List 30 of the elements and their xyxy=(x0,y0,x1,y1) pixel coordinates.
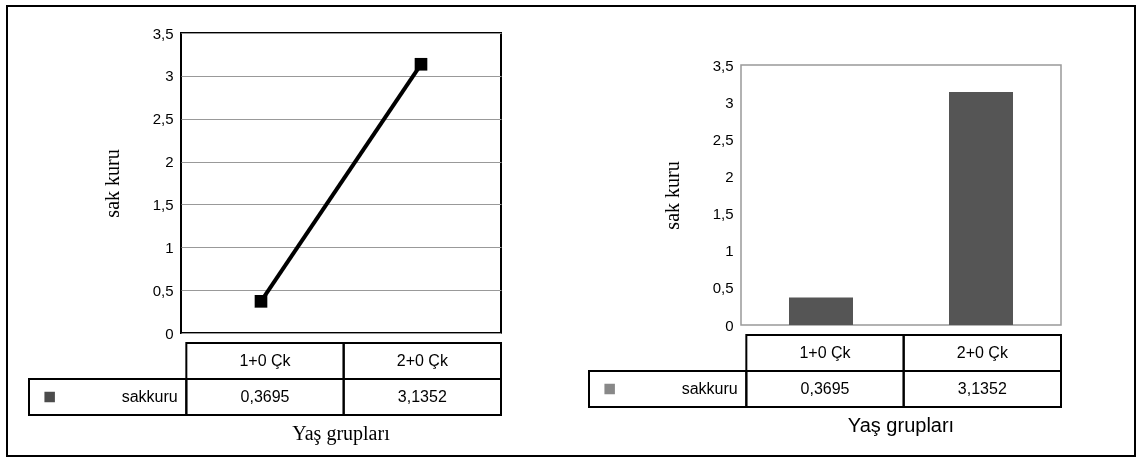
y-tick-label: 1 xyxy=(165,238,174,256)
text: sakkuru xyxy=(681,380,738,397)
y-tick-label: 2 xyxy=(165,153,174,171)
data-label: 0,3695 xyxy=(240,388,290,405)
x-tick-label: 1+0 Çk xyxy=(239,352,292,369)
y-tick-label: 0 xyxy=(165,324,174,342)
y-axis-title: sak kuru xyxy=(100,149,123,218)
x-tick-label: 1+0 Çk xyxy=(799,344,852,361)
y-tick-label: 1,5 xyxy=(152,195,174,213)
y-tick-label: 1 xyxy=(725,242,734,260)
y-tick-label: 3 xyxy=(725,93,734,111)
y-tick-label: 2 xyxy=(725,167,734,185)
x-tick-label: 2+0 Çk xyxy=(396,352,449,369)
y-tick-label: 3,5 xyxy=(712,56,734,74)
y-tick-label: 3 xyxy=(165,67,174,85)
y-tick-label: 2,5 xyxy=(712,130,734,148)
data-label: 0,3695 xyxy=(800,380,850,397)
x-tick-label: 2+0 Çk xyxy=(956,344,1009,361)
y-tick-label: 0,5 xyxy=(152,281,174,299)
text: sakkuru xyxy=(121,388,178,405)
y-tick-label: 2,5 xyxy=(152,110,174,128)
x-axis-title: Yaş grupları xyxy=(847,414,955,436)
y-tick-label: 0 xyxy=(725,316,734,334)
data-label: 3,1352 xyxy=(957,380,1007,397)
y-tick-label: 0,5 xyxy=(712,279,734,297)
x-axis-title: Yaş grupları xyxy=(292,422,391,445)
y-axis-title: sak kuru xyxy=(660,161,683,230)
y-tick-label: 1,5 xyxy=(712,205,734,223)
data-label: 3,1352 xyxy=(397,388,447,405)
y-tick-label: 3,5 xyxy=(152,24,174,42)
